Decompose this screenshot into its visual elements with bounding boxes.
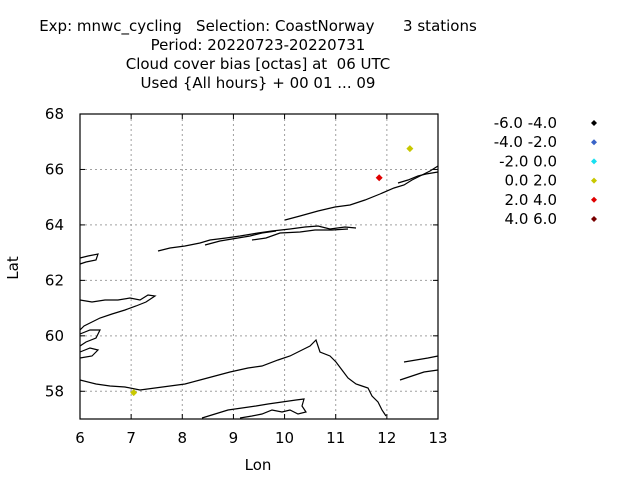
station-points: [130, 145, 414, 397]
title-line-1: Exp: mnwc_cycling Selection: CoastNorway…: [39, 17, 477, 35]
coastline: [79, 165, 439, 419]
chart-title: Exp: mnwc_cycling Selection: CoastNorway…: [0, 17, 516, 93]
legend-label: 2.0 4.0: [505, 191, 557, 209]
y-tick-label: 60: [45, 327, 64, 345]
coastline-segment: [79, 338, 387, 417]
grid-lines: [80, 114, 438, 419]
x-tick-label: 10: [275, 429, 294, 447]
x-tick-label: 13: [428, 429, 447, 447]
legend-label: 4.0 6.0: [505, 210, 557, 228]
x-tick-label: 9: [229, 429, 239, 447]
title-line-4: Used {All hours} + 00 01 ... 09: [140, 74, 376, 92]
axis-ticks: 6 7 8 9 10 11 12 13 58 60 62 64 66 68: [45, 105, 448, 447]
legend-marker: [591, 177, 597, 184]
y-tick-label: 62: [45, 271, 64, 289]
y-tick-label: 58: [45, 382, 64, 400]
station-point: [130, 389, 138, 397]
legend-marker: [591, 196, 597, 203]
legend-label: -2.0 0.0: [499, 152, 557, 170]
coastline-segment: [204, 230, 277, 246]
legend-marker: [591, 216, 597, 222]
coastline-segment: [251, 228, 349, 241]
x-tick-label: 11: [326, 429, 345, 447]
legend-label: -6.0 -4.0: [494, 114, 557, 132]
coastline-segment: [284, 165, 439, 221]
title-line-3: Cloud cover bias [octas] at 06 UTC: [125, 55, 391, 73]
legend-label: 0.0 2.0: [505, 172, 557, 190]
legend-marker: [591, 120, 597, 126]
coastline-segment: [403, 355, 439, 363]
y-tick-label: 64: [45, 216, 64, 234]
station-point: [406, 145, 414, 153]
y-axis-label: Lat: [4, 256, 22, 280]
coastline-segment: [157, 225, 357, 252]
coastline-segment: [79, 329, 101, 347]
coastline-segment: [79, 253, 99, 265]
x-tick-label: 6: [75, 429, 85, 447]
coastline-segment: [79, 294, 157, 331]
coastline-segment: [397, 171, 439, 184]
station-point: [375, 174, 383, 182]
coastline-segment: [79, 347, 100, 359]
coastline-segment: [399, 369, 439, 381]
legend: -6.0 -4.0-4.0 -2.0-2.0 0.0 0.0 2.02.0 4.0…: [494, 114, 597, 228]
x-tick-label: 8: [178, 429, 188, 447]
x-axis-label: Lon: [245, 456, 272, 474]
x-tick-label: 7: [126, 429, 136, 447]
y-tick-label: 68: [45, 105, 64, 123]
coastline-segment: [201, 398, 307, 419]
title-line-2: Period: 20220723-20220731: [150, 36, 366, 54]
y-tick-label: 66: [45, 160, 64, 178]
x-tick-label: 12: [377, 429, 396, 447]
legend-marker: [591, 158, 597, 165]
plot-frame: [79, 113, 439, 420]
legend-marker: [591, 139, 597, 146]
legend-label: -4.0 -2.0: [494, 133, 557, 151]
